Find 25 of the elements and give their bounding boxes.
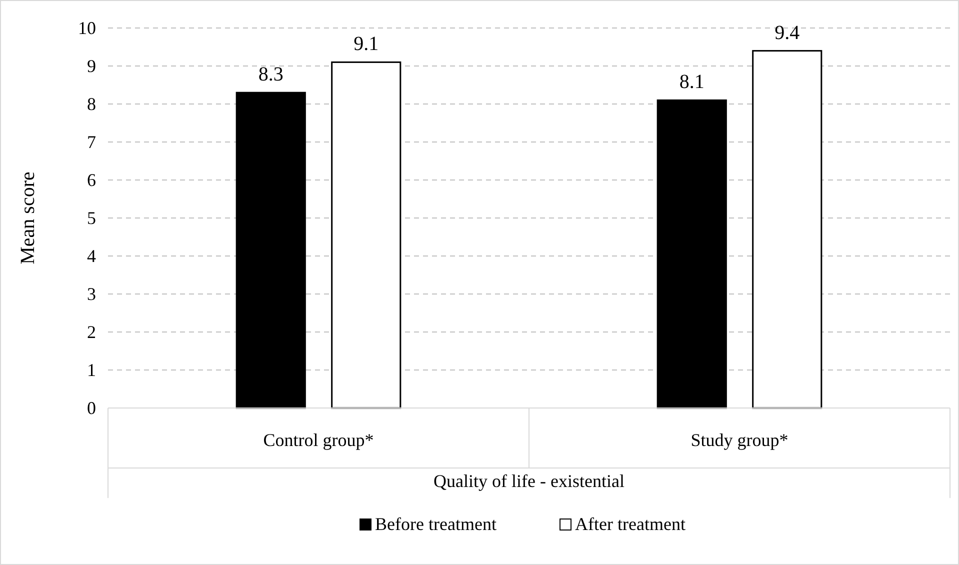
y-tick-label: 6 [87,170,96,190]
legend-label: After treatment [575,514,686,534]
y-tick-label: 8 [87,94,96,114]
y-tick-label: 1 [87,360,96,380]
y-tick-label: 7 [87,132,96,152]
y-tick-label: 2 [87,322,96,342]
legend-label: Before treatment [375,514,496,534]
bar [236,92,306,409]
data-label: 8.1 [679,71,704,94]
x-tick-label: Control group* [263,430,374,450]
bar [331,61,402,409]
y-tick-label: 10 [78,18,96,38]
data-label: 9.4 [774,22,800,44]
bar [752,50,822,409]
x-axis-title: Quality of life - existential [434,471,624,491]
y-tick-label: 9 [87,56,96,76]
data-label: 8.3 [258,64,284,86]
x-tick-label: Study group* [690,430,788,450]
y-tick-label: 0 [87,398,96,418]
y-tick-label: 4 [87,246,96,266]
y-axis-title: Mean score [17,172,39,264]
data-label: 9.1 [354,33,379,56]
y-tick-label: 5 [87,208,96,228]
bar [656,99,727,409]
y-tick-label: 3 [87,284,96,304]
